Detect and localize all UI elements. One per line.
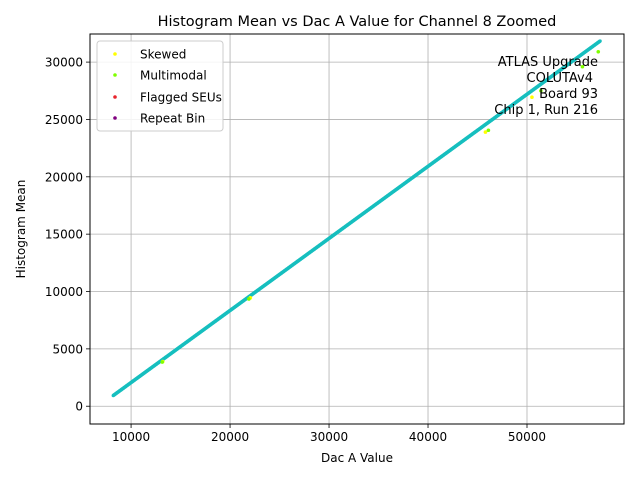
annotation-line-2: COLUTAv4 — [527, 71, 593, 86]
chart-title: Histogram Mean vs Dac A Value for Channe… — [158, 14, 557, 30]
legend-label-skewed: Skewed — [140, 48, 186, 62]
legend-label-repeat-bin: Repeat Bin — [140, 112, 205, 126]
y-tick-label: 0 — [75, 400, 83, 414]
legend-box — [96, 40, 224, 132]
point-multimodal — [596, 49, 601, 54]
legend-marker-flagged-seus — [113, 95, 117, 99]
legend: Skewed Multimodal Flagged SEUs Repeat Bi… — [96, 40, 224, 132]
y-axis-ticks: 0 5000 10000 15000 20000 25000 30000 — [45, 56, 90, 414]
annotation-line-1: ATLAS Upgrade — [498, 55, 598, 70]
point-skewed — [530, 95, 534, 99]
x-tick-label: 40000 — [409, 430, 447, 444]
point-multimodal — [247, 297, 251, 301]
x-tick-label: 20000 — [211, 430, 249, 444]
y-tick-label: 25000 — [45, 113, 83, 127]
y-tick-label: 10000 — [45, 285, 83, 299]
x-axis-ticks: 10000 20000 30000 40000 50000 — [112, 424, 546, 444]
point-multimodal — [580, 64, 585, 69]
y-tick-label: 30000 — [45, 56, 83, 70]
y-tick-label: 15000 — [45, 228, 83, 242]
annotation-line-3: Board 93 — [539, 87, 598, 102]
legend-label-flagged-seus: Flagged SEUs — [140, 91, 222, 105]
y-axis-label: Histogram Mean — [14, 180, 28, 279]
annotation-line-4: Chip 1, Run 216 — [494, 103, 598, 118]
x-tick-label: 30000 — [310, 430, 348, 444]
point-multimodal — [486, 128, 491, 133]
point-normal — [598, 39, 602, 43]
legend-marker-repeat-bin — [113, 116, 117, 120]
x-axis-label: Dac A Value — [321, 451, 393, 465]
x-tick-label: 10000 — [112, 430, 150, 444]
data-points — [111, 39, 602, 398]
point-multimodal — [539, 88, 543, 93]
y-tick-label: 20000 — [45, 170, 83, 184]
plot-frame — [89, 33, 625, 425]
annotation: ATLAS Upgrade COLUTAv4 Board 93 Chip 1, … — [494, 55, 598, 118]
legend-marker-multimodal — [113, 73, 117, 77]
point-multimodal — [160, 360, 165, 364]
point-skewed — [483, 130, 488, 134]
legend-label-multimodal: Multimodal — [140, 69, 207, 83]
legend-marker-skewed — [113, 52, 117, 56]
x-tick-label: 50000 — [508, 430, 546, 444]
y-tick-label: 5000 — [52, 342, 83, 356]
